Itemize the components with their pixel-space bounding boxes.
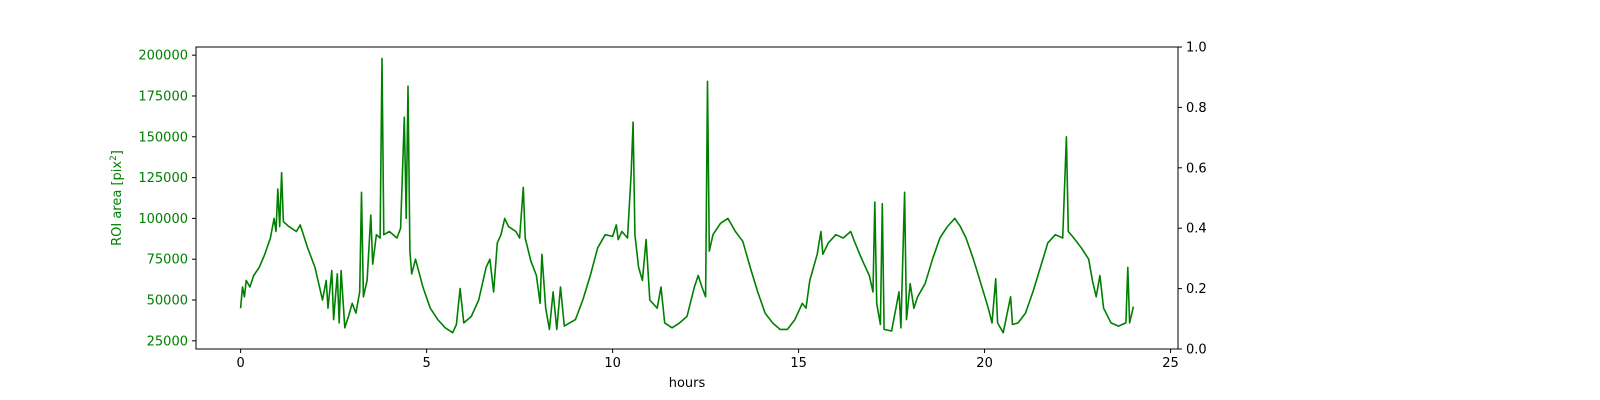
x-tick-label: 10 [604, 356, 621, 371]
y-tick-label: 125000 [138, 171, 188, 186]
y2-tick-label: 0.2 [1186, 282, 1207, 297]
x-axis: 0 5 10 15 20 25 [236, 349, 1179, 371]
y-tick-label: 150000 [138, 130, 188, 145]
y-axis-label-main: ROI area [pix [110, 161, 125, 246]
y2-tick-label: 0.8 [1186, 101, 1207, 116]
y2-tick-label: 1.0 [1186, 41, 1207, 56]
x-tick-label: 20 [976, 356, 993, 371]
x-tick-label: 5 [422, 356, 430, 371]
y2-tick-label: 0.0 [1186, 343, 1207, 358]
y2-tick-label: 0.4 [1186, 222, 1207, 237]
plot-area [239, 57, 1135, 334]
y-axis-left: 25000 50000 75000 100000 125000 150000 175000 2… [138, 49, 196, 349]
y-tick-label: 100000 [138, 212, 188, 227]
x-tick-label: 15 [790, 356, 807, 371]
y-tick-label: 200000 [138, 49, 188, 64]
x-tick-label: 0 [236, 356, 244, 371]
y-axis-label-suffix: ] [110, 150, 125, 155]
y-axis-label: ROI area [pix2] [109, 150, 125, 246]
y-tick-label: 50000 [147, 294, 188, 309]
y-axis-label-superscript: 2 [109, 155, 119, 161]
y-tick-label: 25000 [147, 334, 188, 349]
series-line-0 [239, 57, 1135, 334]
series-layer [239, 57, 1135, 334]
x-axis-label: hours [669, 376, 706, 391]
plot-frame [195, 46, 1179, 350]
y2-tick-label: 0.6 [1186, 161, 1207, 176]
x-tick-label: 25 [1162, 356, 1179, 371]
y-tick-label: 175000 [138, 89, 188, 104]
y-tick-label: 75000 [147, 253, 188, 268]
y-axis-right: 0.0 0.2 0.4 0.6 0.8 1.0 [1178, 41, 1207, 358]
